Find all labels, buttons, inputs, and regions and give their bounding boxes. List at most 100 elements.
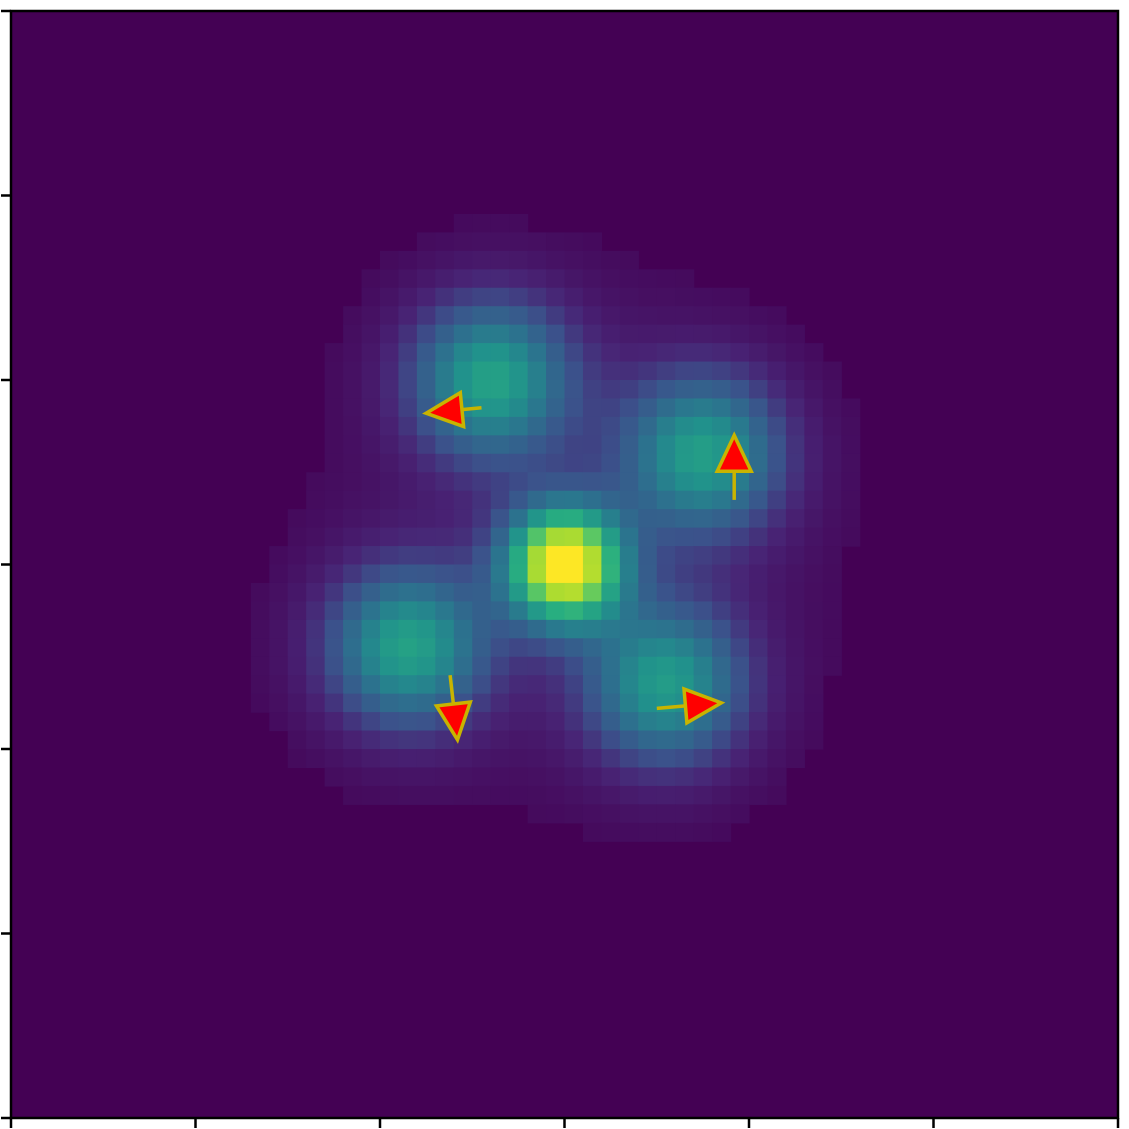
heatmap-cell xyxy=(306,509,326,529)
heatmap-cell xyxy=(804,601,824,621)
heatmap-cell xyxy=(656,453,676,473)
heatmap-cell xyxy=(472,656,492,676)
heatmap-cell xyxy=(453,453,473,473)
heatmap-cell xyxy=(785,490,805,510)
heatmap-cell xyxy=(564,472,584,492)
heatmap-cell xyxy=(490,306,510,326)
heatmap-cell xyxy=(324,380,344,400)
heatmap-cell xyxy=(472,269,492,289)
heatmap-cell xyxy=(749,656,769,676)
heatmap-cell xyxy=(730,527,750,547)
heatmap-cell xyxy=(601,767,621,787)
heatmap-cell xyxy=(785,324,805,344)
heatmap-cell xyxy=(343,546,363,566)
heatmap-cell xyxy=(250,638,270,658)
heatmap-cell xyxy=(601,601,621,621)
heatmap-cell xyxy=(767,306,787,326)
heatmap-cell xyxy=(804,398,824,418)
heatmap-cell xyxy=(527,785,547,805)
heatmap-cell xyxy=(416,435,436,455)
heatmap-cell xyxy=(527,582,547,602)
heatmap-cell xyxy=(490,269,510,289)
heatmap-cell xyxy=(380,564,400,584)
heatmap-cell xyxy=(675,453,695,473)
heatmap-cell xyxy=(601,546,621,566)
heatmap-cell xyxy=(435,527,455,547)
heatmap-cell xyxy=(601,416,621,436)
heatmap-cell xyxy=(416,675,436,695)
heatmap-cell xyxy=(490,361,510,381)
heatmap-cell xyxy=(675,380,695,400)
heatmap-cell xyxy=(361,730,381,750)
heatmap-cell xyxy=(619,712,639,732)
heatmap-cell xyxy=(638,287,658,307)
heatmap-cell xyxy=(767,527,787,547)
heatmap-cell xyxy=(324,675,344,695)
y-axis-ticks xyxy=(1,9,11,1120)
heatmap-cell xyxy=(509,638,529,658)
heatmap-cell xyxy=(785,343,805,363)
heatmap-cell xyxy=(435,435,455,455)
heatmap-cell xyxy=(675,804,695,824)
heatmap-cell xyxy=(490,250,510,270)
heatmap-cell xyxy=(601,306,621,326)
heatmap-cell xyxy=(730,416,750,436)
heatmap-cell xyxy=(509,509,529,529)
heatmap-cell xyxy=(785,712,805,732)
heatmap-cell xyxy=(656,564,676,584)
heatmap-cell xyxy=(416,232,436,252)
heatmap-cell xyxy=(472,619,492,639)
heatmap-cell xyxy=(490,435,510,455)
heatmap-cell xyxy=(785,546,805,566)
heatmap-cell xyxy=(730,675,750,695)
heatmap-cell xyxy=(324,509,344,529)
heatmap-cell xyxy=(767,693,787,713)
heatmap-cell xyxy=(785,380,805,400)
heatmap-cell xyxy=(564,380,584,400)
heatmap-cell xyxy=(361,712,381,732)
heatmap-cell xyxy=(416,564,436,584)
heatmap-cell xyxy=(472,306,492,326)
heatmap-cell xyxy=(601,269,621,289)
heatmap-cell xyxy=(416,306,436,326)
heatmap-cell xyxy=(656,582,676,602)
heatmap-cell xyxy=(601,693,621,713)
heatmap-cell xyxy=(343,306,363,326)
heatmap-cell xyxy=(619,749,639,769)
heatmap-cell xyxy=(546,343,566,363)
heatmap-cell xyxy=(343,380,363,400)
heatmap-cell xyxy=(619,472,639,492)
heatmap-cell xyxy=(527,564,547,584)
heatmap-cell xyxy=(638,527,658,547)
heatmap-cell xyxy=(564,361,584,381)
heatmap-cell xyxy=(730,509,750,529)
heatmap-cell xyxy=(380,380,400,400)
heatmap-cell xyxy=(361,269,381,289)
heatmap-cell xyxy=(472,435,492,455)
heatmap-cell xyxy=(472,287,492,307)
heatmap-cell xyxy=(601,250,621,270)
heatmap-cell xyxy=(527,343,547,363)
heatmap-cell xyxy=(619,564,639,584)
heatmap-cell xyxy=(767,472,787,492)
heatmap-cell xyxy=(472,213,492,233)
heatmap-cell xyxy=(343,730,363,750)
heatmap-cell xyxy=(656,638,676,658)
heatmap-cell xyxy=(453,361,473,381)
heatmap-cell xyxy=(509,656,529,676)
heatmap-cell xyxy=(582,306,602,326)
heatmap-cell xyxy=(619,730,639,750)
heatmap-cell xyxy=(712,785,732,805)
heatmap-cell xyxy=(564,306,584,326)
heatmap-cell xyxy=(361,619,381,639)
heatmap-cell xyxy=(509,343,529,363)
heatmap-cell xyxy=(250,656,270,676)
heatmap-cell xyxy=(398,269,418,289)
heatmap-cell xyxy=(527,675,547,695)
heatmap-cell xyxy=(472,601,492,621)
heatmap-cell xyxy=(582,490,602,510)
heatmap-cell xyxy=(582,564,602,584)
heatmap-cell xyxy=(675,306,695,326)
heatmap-cell xyxy=(453,287,473,307)
heatmap-cell xyxy=(472,785,492,805)
